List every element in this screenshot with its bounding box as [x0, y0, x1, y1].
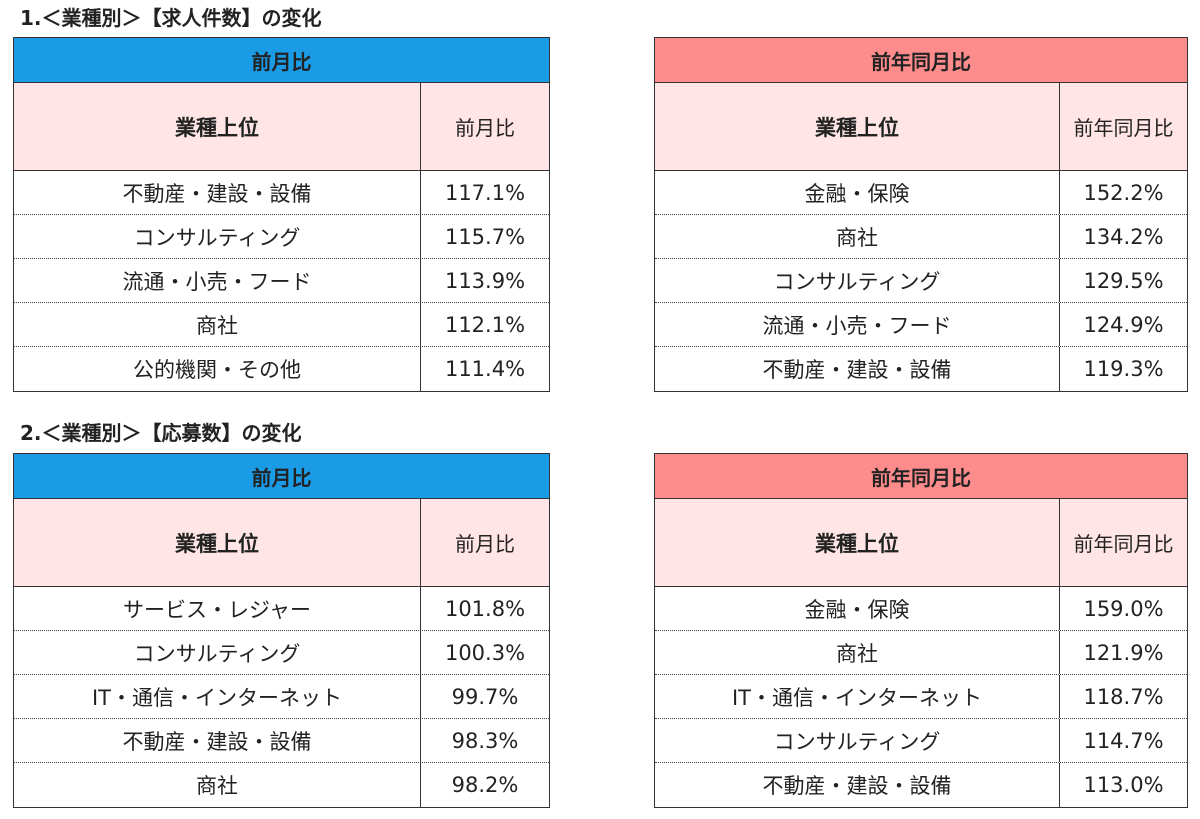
- value-cell: 134.2%: [1083, 224, 1164, 249]
- value-cell: 129.5%: [1083, 268, 1164, 293]
- table-row: IT・通信・インターネット 118.7%: [655, 675, 1187, 719]
- value-column-header: 前月比: [455, 116, 515, 140]
- value-cell: 112.1%: [444, 312, 526, 337]
- industry-cell: コンサルティング: [14, 215, 421, 258]
- industry-cell: サービス・レジャー: [14, 587, 421, 630]
- table-row: コンサルティング 114.7%: [655, 719, 1187, 763]
- value-column-header: 前年同月比: [1073, 116, 1174, 140]
- table-header: 前年同月比: [655, 38, 1187, 83]
- table-row: 金融・保険 152.2%: [655, 171, 1187, 215]
- value-cell: 121.9%: [1083, 640, 1164, 665]
- industry-column-header: 業種上位: [655, 83, 1060, 170]
- value-cell: 159.0%: [1083, 596, 1164, 621]
- column-header-row: 業種上位 前年同月比: [655, 83, 1187, 171]
- column-header-row: 業種上位 前年同月比: [655, 499, 1187, 587]
- value-cell: 99.7%: [451, 684, 519, 709]
- industry-cell: 流通・小売・フード: [655, 303, 1060, 346]
- industry-cell: 商社: [14, 763, 421, 807]
- value-cell: 100.3%: [444, 640, 526, 665]
- value-cell: 111.4%: [444, 357, 526, 381]
- table-row: 金融・保険 159.0%: [655, 587, 1187, 631]
- table-row: コンサルティング 100.3%: [14, 631, 549, 675]
- industry-cell: 不動産・建設・設備: [655, 763, 1060, 807]
- industry-cell: 商社: [14, 303, 421, 346]
- section-2-title: 2.＜業種別＞【応募数】の変化: [20, 421, 302, 445]
- industry-cell: 公的機関・その他: [14, 347, 421, 391]
- table-header: 前月比: [14, 454, 549, 499]
- value-cell: 115.7%: [444, 224, 526, 249]
- table-row: 不動産・建設・設備 119.3%: [655, 347, 1187, 391]
- table-row: 不動産・建設・設備 113.0%: [655, 763, 1187, 807]
- job-postings-mom-table: 前月比 業種上位 前月比 不動産・建設・設備 117.1% コンサルティング 115…: [13, 37, 550, 392]
- value-cell: 118.7%: [1083, 684, 1164, 709]
- value-cell: 98.3%: [451, 728, 519, 753]
- table-row: 不動産・建設・設備 117.1%: [14, 171, 549, 215]
- table-row: 商社 121.9%: [655, 631, 1187, 675]
- industry-column-header: 業種上位: [14, 83, 421, 170]
- table-row: サービス・レジャー 101.8%: [14, 587, 549, 631]
- industry-cell: 不動産・建設・設備: [14, 719, 421, 762]
- industry-cell: 不動産・建設・設備: [655, 347, 1060, 391]
- industry-cell: IT・通信・インターネット: [14, 675, 421, 718]
- value-cell: 98.2%: [451, 773, 519, 797]
- industry-cell: IT・通信・インターネット: [655, 675, 1060, 718]
- applications-yoy-table: 前年同月比 業種上位 前年同月比 金融・保険 159.0% 商社 121.9% IT…: [654, 453, 1188, 808]
- value-cell: 152.2%: [1083, 180, 1164, 205]
- table-row: 不動産・建設・設備 98.3%: [14, 719, 549, 763]
- table-header: 前年同月比: [655, 454, 1187, 499]
- industry-cell: 不動産・建設・設備: [14, 171, 421, 214]
- industry-cell: コンサルティング: [655, 719, 1060, 762]
- table-row: 公的機関・その他 111.4%: [14, 347, 549, 391]
- value-column-header: 前月比: [455, 532, 515, 556]
- value-cell: 101.8%: [444, 596, 526, 621]
- table-row: 商社 112.1%: [14, 303, 549, 347]
- table-row: 商社 134.2%: [655, 215, 1187, 259]
- industry-cell: 流通・小売・フード: [14, 259, 421, 302]
- section-1-title: 1.＜業種別＞【求人件数】の変化: [20, 6, 322, 30]
- value-cell: 113.0%: [1083, 773, 1164, 797]
- industry-cell: コンサルティング: [14, 631, 421, 674]
- industry-cell: 商社: [655, 631, 1060, 674]
- table-row: IT・通信・インターネット 99.7%: [14, 675, 549, 719]
- value-cell: 114.7%: [1083, 728, 1164, 753]
- column-header-row: 業種上位 前月比: [14, 83, 549, 171]
- table-row: 流通・小売・フード 113.9%: [14, 259, 549, 303]
- industry-column-header: 業種上位: [14, 499, 421, 586]
- industry-column-header: 業種上位: [655, 499, 1060, 586]
- industry-cell: 金融・保険: [655, 171, 1060, 214]
- table-row: 商社 98.2%: [14, 763, 549, 807]
- table-row: コンサルティング 129.5%: [655, 259, 1187, 303]
- industry-cell: 金融・保険: [655, 587, 1060, 630]
- value-cell: 113.9%: [444, 268, 526, 293]
- table-header: 前月比: [14, 38, 549, 83]
- job-postings-yoy-table: 前年同月比 業種上位 前年同月比 金融・保険 152.2% 商社 134.2% コン…: [654, 37, 1188, 392]
- value-cell: 119.3%: [1083, 357, 1164, 381]
- table-row: コンサルティング 115.7%: [14, 215, 549, 259]
- table-row: 流通・小売・フード 124.9%: [655, 303, 1187, 347]
- industry-cell: コンサルティング: [655, 259, 1060, 302]
- value-cell: 124.9%: [1083, 312, 1164, 337]
- applications-mom-table: 前月比 業種上位 前月比 サービス・レジャー 101.8% コンサルティング 100…: [13, 453, 550, 808]
- industry-cell: 商社: [655, 215, 1060, 258]
- value-cell: 117.1%: [444, 180, 526, 205]
- column-header-row: 業種上位 前月比: [14, 499, 549, 587]
- value-column-header: 前年同月比: [1073, 532, 1174, 556]
